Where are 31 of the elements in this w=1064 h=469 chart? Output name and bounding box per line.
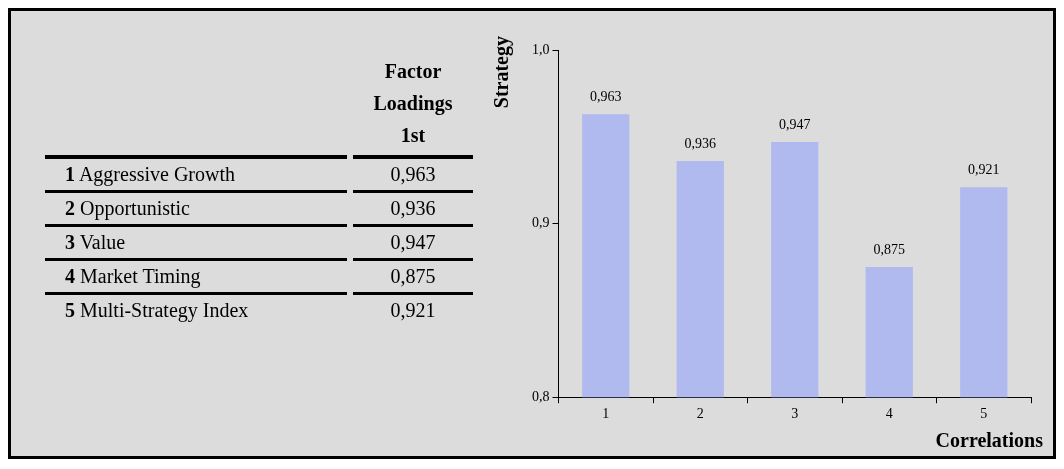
x-tick-label: 4 [885,406,893,422]
data-label: 0,936 [684,135,716,151]
y-axis-title: Strategy [490,36,514,109]
x-tick-label: 5 [980,406,988,422]
text: 0,875 [390,265,436,287]
data-label: 0,921 [968,161,1000,177]
text: Opportunistic [80,197,190,219]
text: Market Timing [80,265,201,287]
text: Aggressive Growth [78,163,235,185]
data-label: 0,963 [590,88,622,104]
x-tick-label: 3 [791,406,799,422]
x-tick-label: 1 [602,406,610,422]
y-tick-label: 0,8 [532,388,550,404]
text: 0,936 [390,197,436,219]
category-label: 2 [65,197,75,219]
y-tick-label: 0,9 [532,215,550,231]
data-label: 0,875 [873,241,905,257]
x-axis-title: Correlations [935,429,1044,452]
category-label: 1 [65,163,75,185]
text: 0,947 [390,231,436,253]
text: Multi-Strategy Index [80,299,249,321]
category-label: 5 [65,299,75,321]
text: Value [79,231,126,253]
text: 0,921 [390,299,436,321]
y-tick-label: 1,0 [532,41,550,57]
text: Factor Loadings 1st [353,51,473,159]
data-label: 0,947 [779,116,811,132]
category-label: 3 [65,231,75,253]
x-tick-label: 2 [696,406,704,422]
category-label: 4 [65,265,75,287]
text: 0,963 [390,163,436,185]
